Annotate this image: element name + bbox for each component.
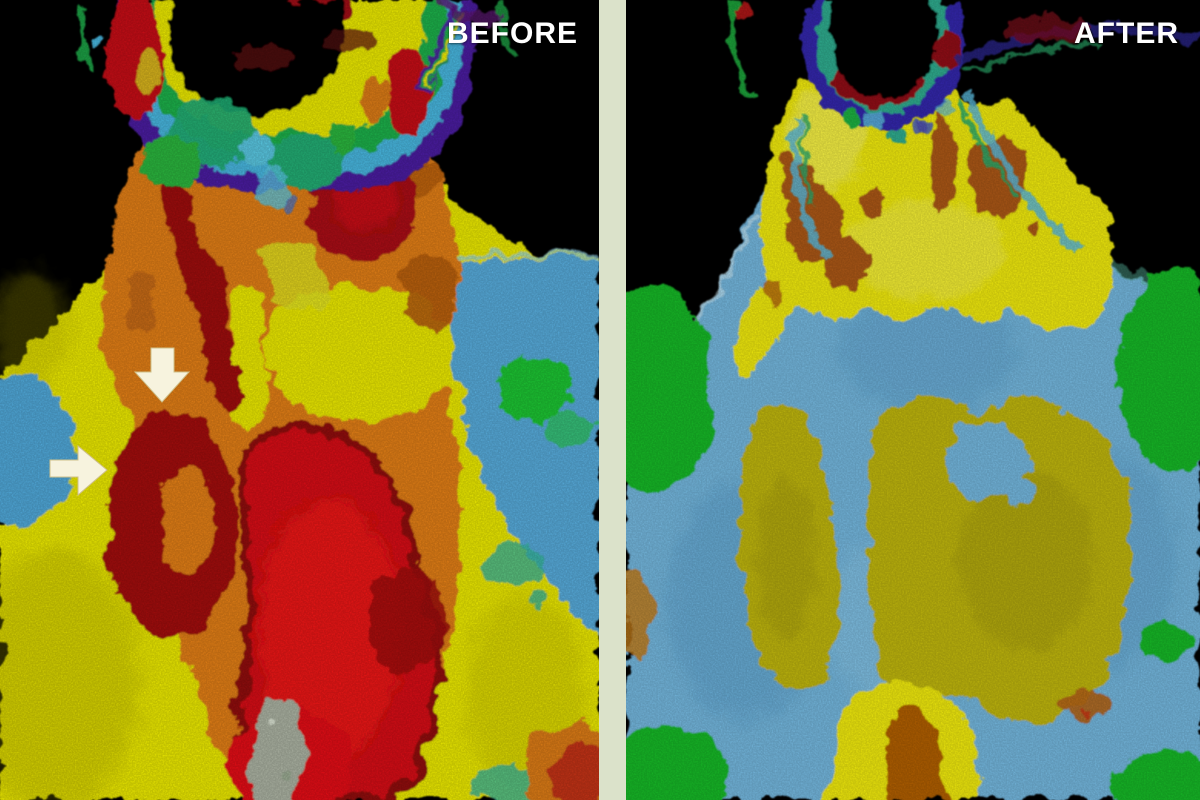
after-panel: AFTER — [626, 0, 1200, 800]
before-thermogram — [0, 0, 599, 800]
after-thermogram — [626, 0, 1200, 800]
annotation-arrows — [49, 347, 191, 497]
right-arrow-icon — [49, 444, 108, 497]
noise-texture — [626, 0, 1200, 800]
panel-divider — [599, 0, 626, 800]
after-label: AFTER — [1074, 17, 1179, 50]
before-label: BEFORE — [446, 17, 578, 50]
noise-texture — [0, 0, 599, 800]
before-panel: BEFORE — [0, 0, 599, 800]
down-arrow-icon — [133, 347, 191, 403]
